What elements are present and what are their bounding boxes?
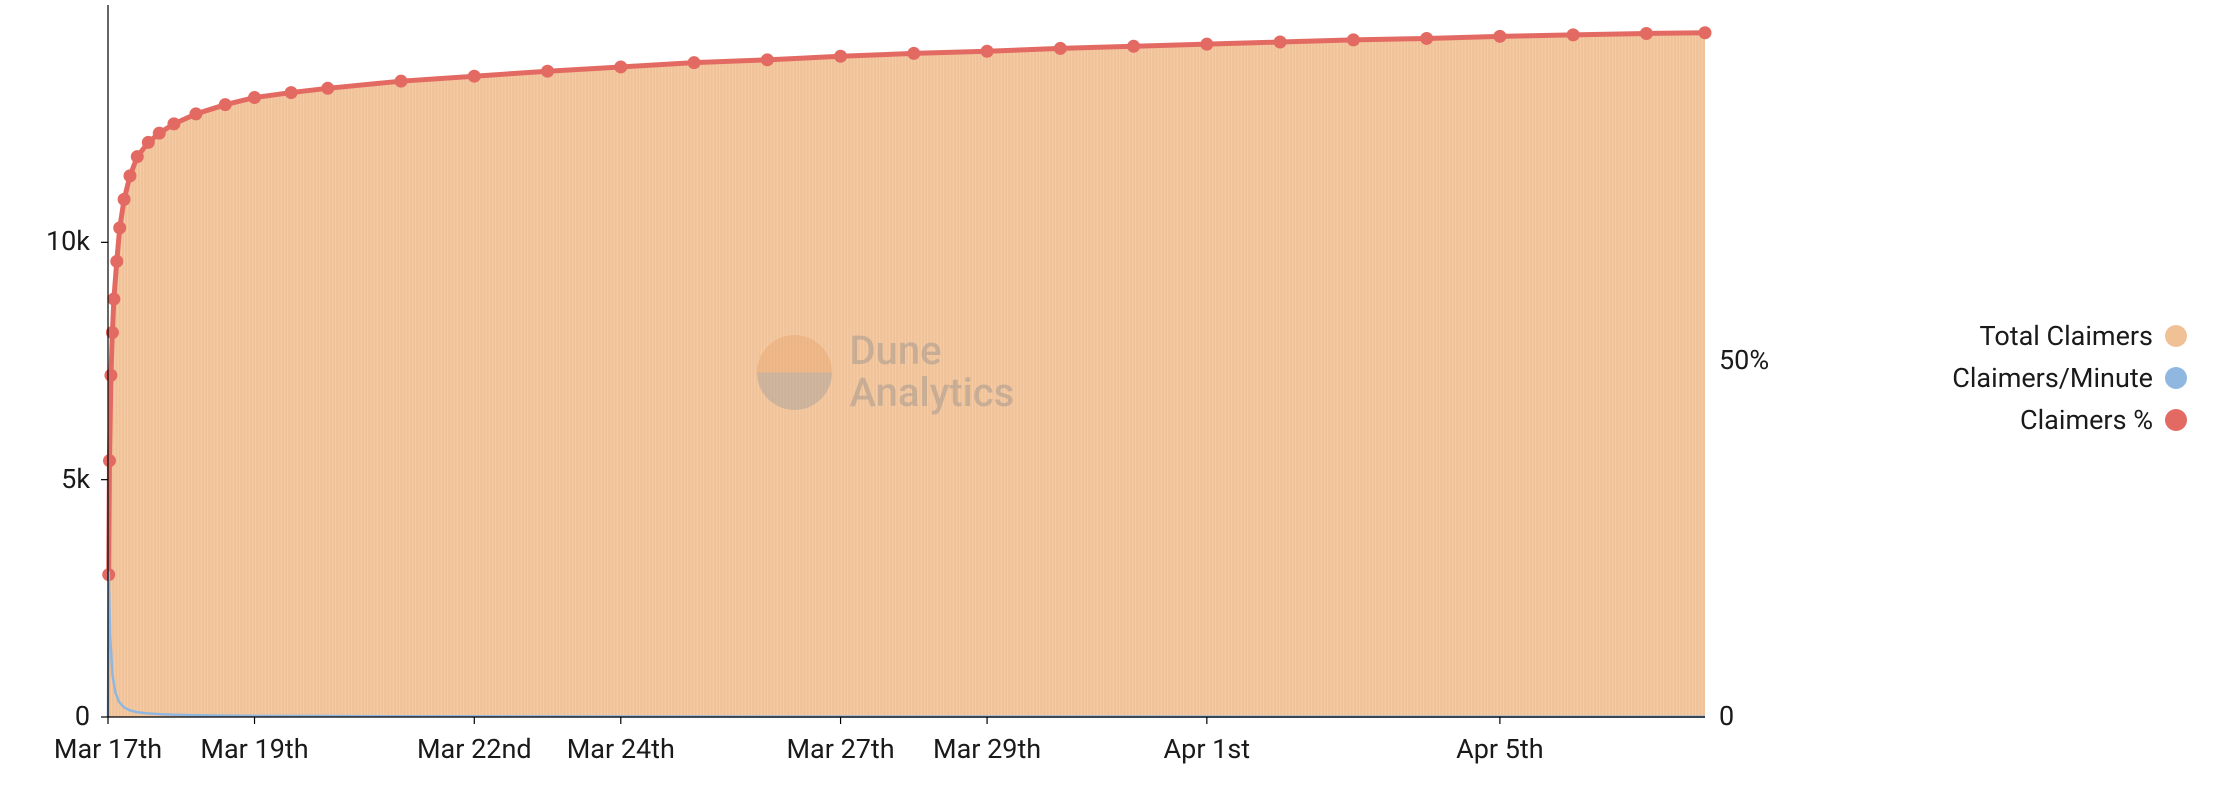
legend-label: Claimers/Minute [1952,362,2153,394]
chart-root: { "chart": { "type": "combo-area-scatter… [0,0,2217,812]
x-tick-label: Apr 1st [1164,733,1251,765]
x-tick-label: Mar 17th [54,733,162,765]
y-right-tick-label: 50% [1719,344,1769,376]
legend-swatch [2165,325,2187,347]
y-left-tick-label: 10k [0,225,90,257]
y-left-tick-label: 0 [0,700,90,732]
legend-item-total-claimers[interactable]: Total Claimers [1952,320,2187,352]
x-tick-label: Mar 24th [567,733,675,765]
legend-swatch [2165,367,2187,389]
chart-legend: Total Claimers Claimers/Minute Claimers … [1952,320,2187,446]
legend-swatch [2165,409,2187,431]
x-tick-label: Apr 5th [1456,733,1544,765]
y-left-tick-label: 5k [0,463,90,495]
plot-area [108,5,1705,717]
x-tick-label: Mar 27th [786,733,894,765]
x-tick-label: Mar 19th [200,733,308,765]
chart-svg [108,5,1705,729]
legend-item-claimers-pct[interactable]: Claimers % [1952,404,2187,436]
y-right-tick-label: 0 [1719,700,1734,732]
legend-label: Total Claimers [1980,320,2153,352]
x-tick-label: Mar 22nd [417,733,532,765]
legend-label: Claimers % [2020,404,2153,436]
legend-item-claimers-per-minute[interactable]: Claimers/Minute [1952,362,2187,394]
x-tick-label: Mar 29th [933,733,1041,765]
